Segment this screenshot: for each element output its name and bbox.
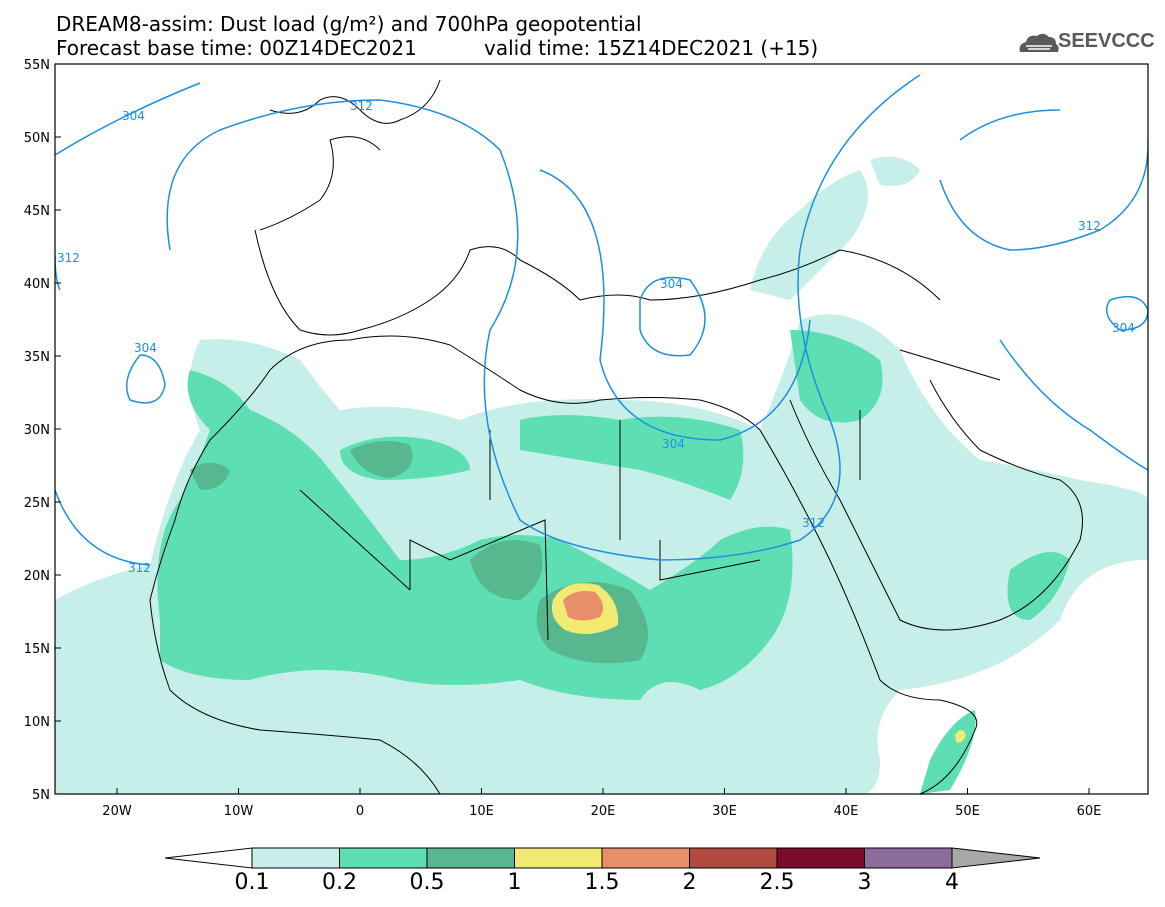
longitude-label: 10W	[224, 804, 254, 819]
dust-region-dark-morocco	[190, 462, 230, 490]
colorbar-tick-label: 4	[945, 870, 959, 895]
map-title: DREAM8-assim: Dust load (g/m²) and 700hP…	[56, 12, 642, 36]
longitude-label: 30E	[712, 804, 737, 819]
dust-region-medium-horn	[920, 710, 976, 794]
colorbar-tick-label: 1	[507, 870, 522, 895]
contour-label: 304	[660, 277, 683, 291]
colorbar-swatch	[339, 847, 428, 869]
dust-region-light-ne	[870, 156, 920, 186]
colorbar-tick-label: 3	[857, 870, 872, 895]
colorbar-tick-label: 0.1	[234, 870, 270, 895]
dust-region-dark-central	[470, 540, 543, 600]
dust-region-medium-arabia	[1007, 552, 1070, 620]
longitude-label: 60E	[1077, 804, 1102, 819]
latitude-axis: 55N 50N 45N 40N 35N 30N 25N 20N 15N 10N 5N	[24, 58, 61, 803]
contour-304-pocket	[125, 354, 166, 404]
latitude-label: 10N	[24, 715, 50, 730]
colorbar-swatch	[601, 847, 690, 869]
dust-shading	[55, 156, 1148, 794]
border-lines	[299, 349, 1001, 641]
contour-label: 312	[350, 99, 373, 113]
contour-label: 312	[802, 516, 825, 530]
colorbar-swatch	[689, 847, 778, 869]
longitude-label: 20W	[102, 804, 132, 819]
dust-region-yellow-horn	[955, 730, 966, 743]
latitude-label: 55N	[24, 58, 50, 73]
dust-region-light	[55, 314, 1148, 794]
coastline-africa-north	[209, 335, 761, 441]
latitude-label: 15N	[24, 642, 50, 657]
colorbar-tick-label: 2.5	[759, 870, 795, 895]
contour-label: 304	[1112, 321, 1135, 335]
latitude-label: 40N	[24, 277, 50, 292]
latitude-label: 30N	[24, 423, 50, 438]
contour-label: 304	[662, 437, 685, 451]
coastline-africa-west	[149, 439, 441, 794]
dust-region-light-north	[750, 170, 868, 300]
colorbar-left-arrow	[164, 847, 253, 869]
dust-region-medium-levant	[790, 330, 883, 423]
colorbar	[164, 847, 1041, 869]
latitude-label: 45N	[24, 204, 50, 219]
colorbar-tick-label: 1.5	[584, 870, 620, 895]
latitude-label: 25N	[24, 496, 50, 511]
contour-312-east	[939, 109, 1148, 251]
longitude-label: 50E	[955, 804, 980, 819]
contour-label: 304	[134, 341, 157, 355]
coastline-red-sea	[759, 379, 1083, 794]
latitude-label: 50N	[24, 131, 50, 146]
colorbar-tick-label: 0.2	[322, 870, 357, 895]
colorbar-tick-label: 0.5	[409, 870, 445, 895]
logo-text: SEEVCCC	[1058, 30, 1155, 52]
contour-304-east	[539, 169, 811, 441]
country-borders	[149, 79, 1083, 794]
contour-304-greece	[639, 276, 706, 357]
contour-304-far-east	[999, 295, 1148, 471]
forecast-base-time: Forecast base time: 00Z14DEC2021	[56, 36, 417, 60]
contour-label: 312	[57, 251, 80, 265]
contour-label: 312	[1078, 219, 1101, 233]
valid-time: valid time: 15Z14DEC2021 (+15)	[484, 36, 819, 60]
contour-312-south	[55, 489, 151, 566]
colorbar-swatch	[251, 847, 340, 869]
colorbar-swatch	[864, 847, 953, 869]
contour-labels: 304 312 312 304 312 304 304 312 312 304	[57, 99, 1135, 575]
contour-label: 304	[122, 109, 145, 123]
colorbar-swatch	[776, 847, 865, 869]
longitude-label: 0	[356, 804, 364, 819]
longitude-axis: 20W 10W 0 10E 20E 30E 40E 50E 60E	[102, 788, 1101, 819]
contour-label: 312	[128, 561, 151, 575]
dust-region-medium-egypt	[520, 415, 744, 500]
longitude-label: 10E	[469, 804, 494, 819]
dust-region-salmon	[563, 591, 604, 621]
colorbar-right-arrow	[951, 847, 1041, 869]
latitude-label: 20N	[24, 569, 50, 584]
latitude-label: 5N	[32, 788, 50, 803]
dust-region-dark-algeria	[350, 441, 413, 478]
colorbar-swatch	[426, 847, 515, 869]
contour-304-nw	[55, 82, 201, 156]
longitude-label: 20E	[591, 804, 616, 819]
colorbar-swatch	[514, 847, 603, 869]
longitude-label: 40E	[834, 804, 859, 819]
colorbar-tick-label: 2	[682, 870, 697, 895]
cloud-logo-icon	[1019, 33, 1059, 52]
latitude-label: 35N	[24, 350, 50, 365]
